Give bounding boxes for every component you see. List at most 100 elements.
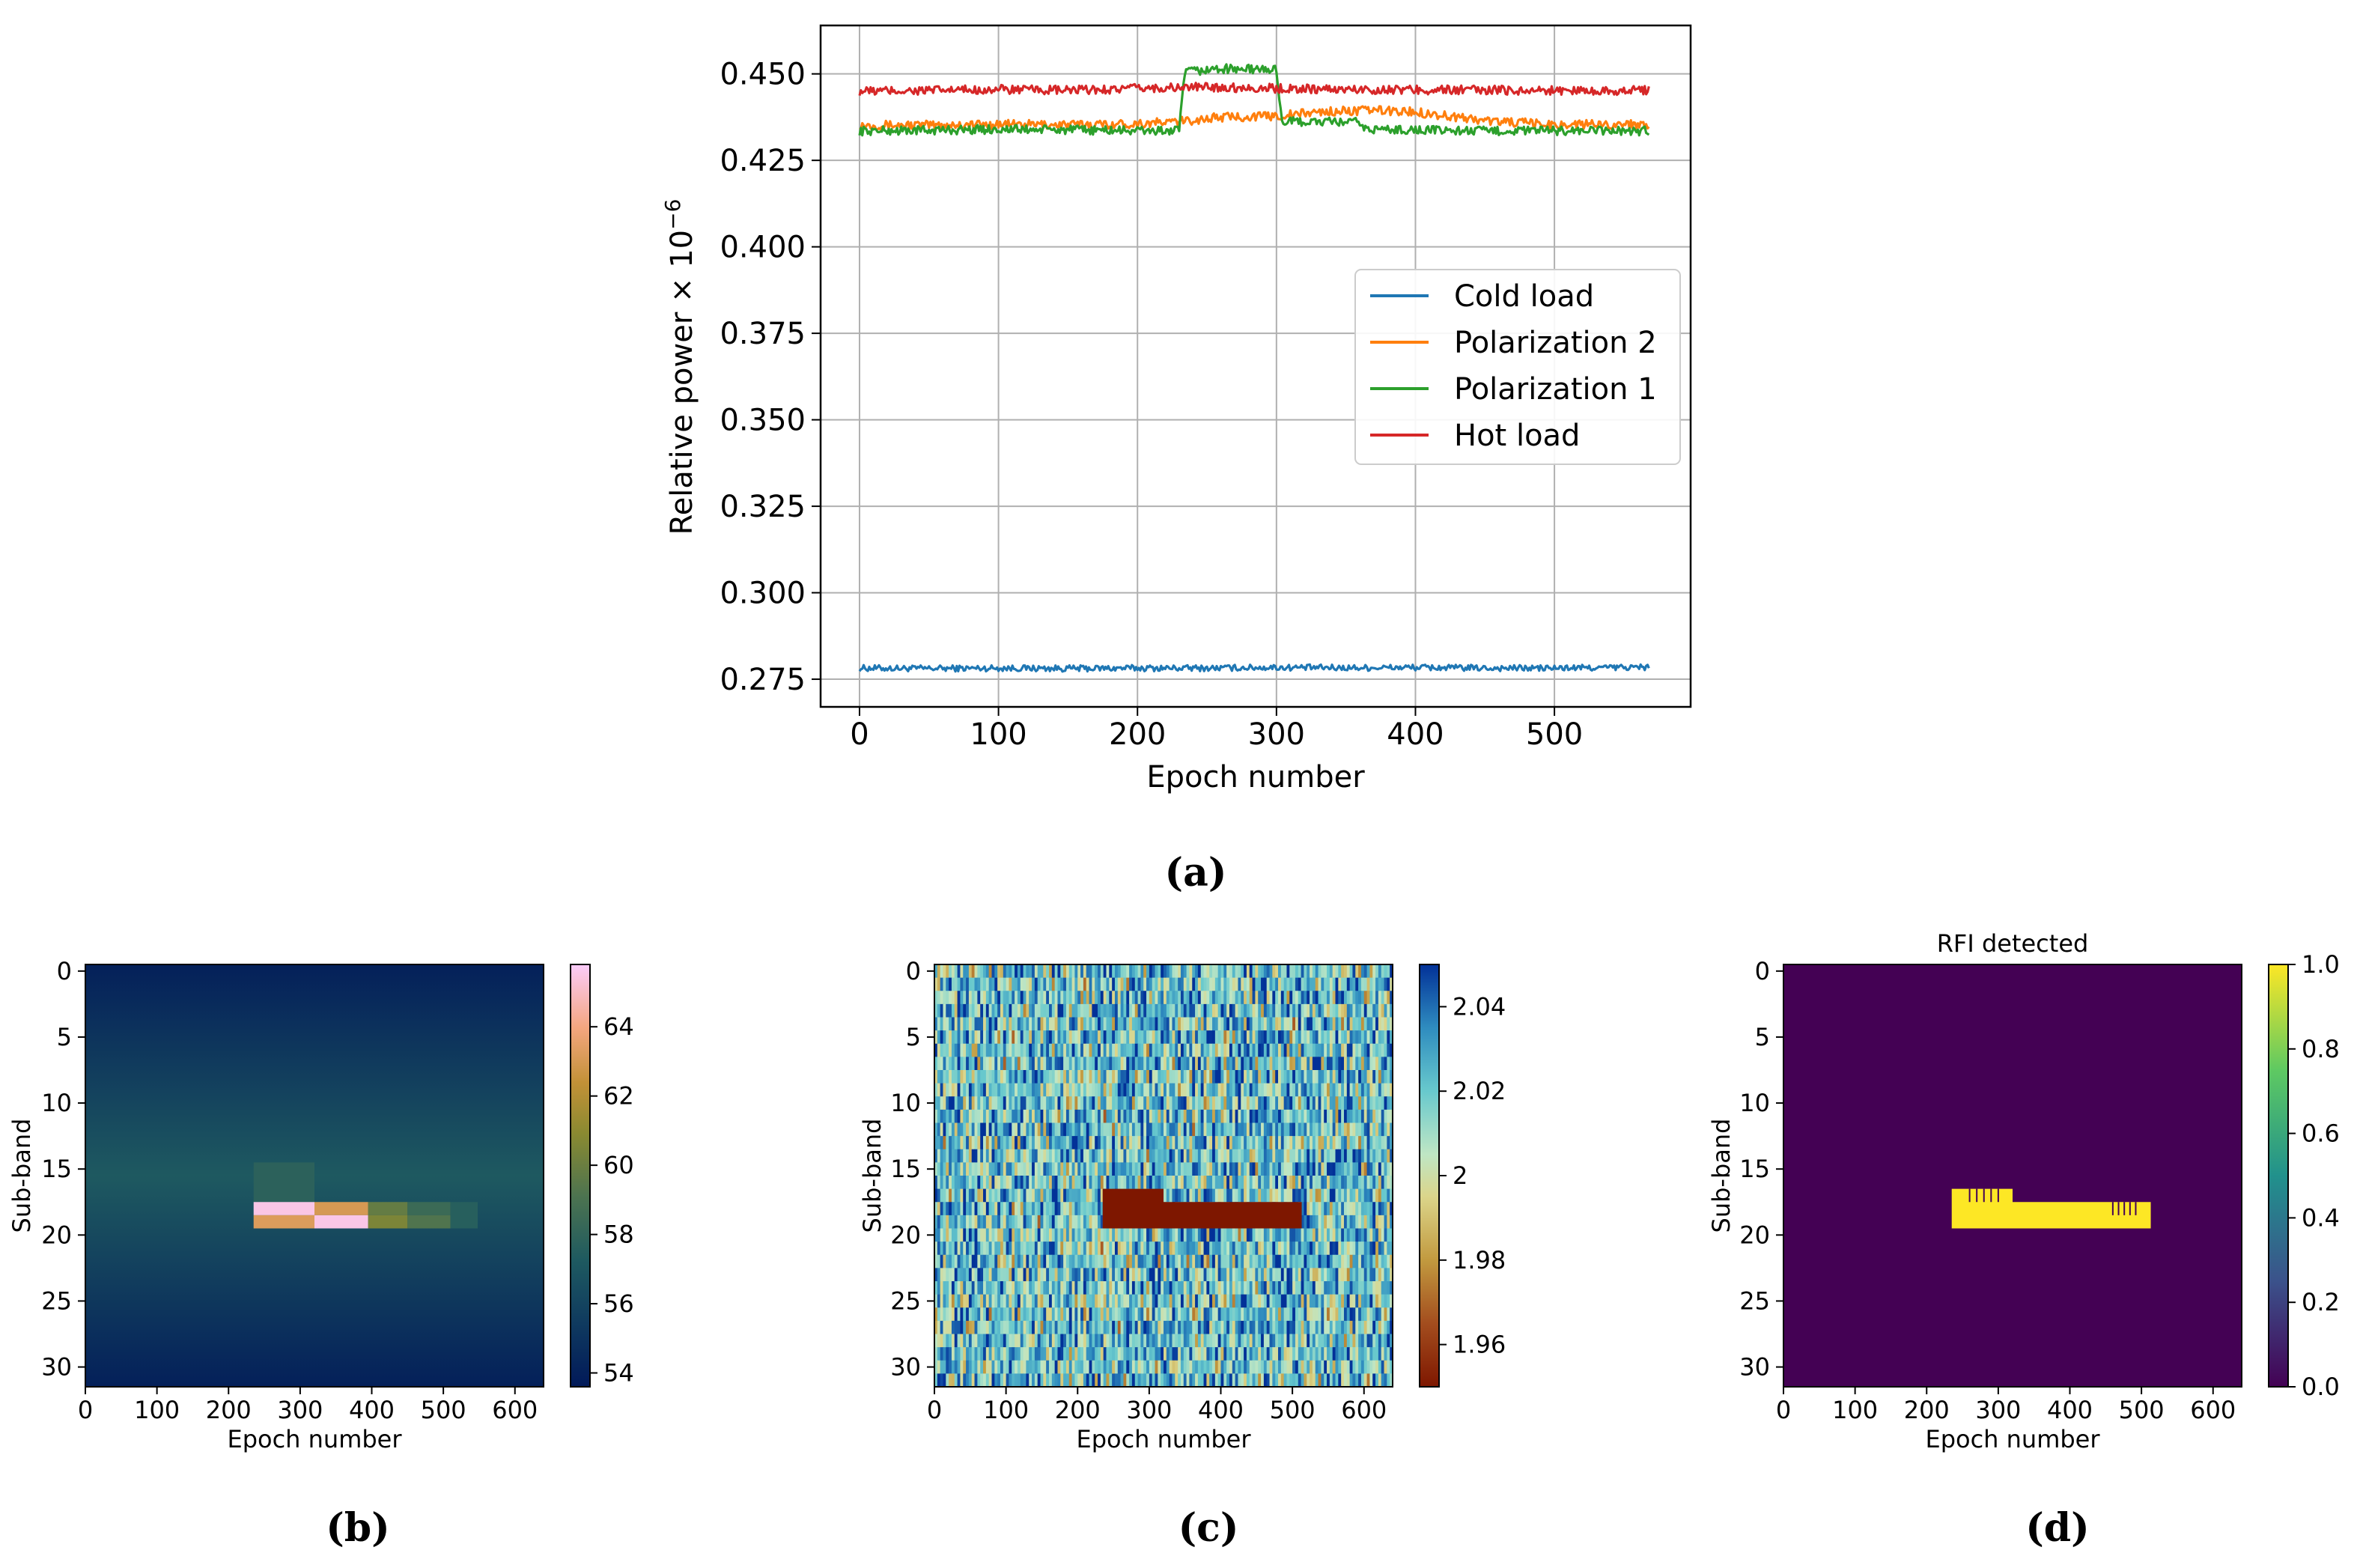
c-noise-cell: [1006, 1070, 1010, 1084]
c-noise-cell: [1238, 991, 1241, 1005]
c-noise-cell: [1318, 1057, 1322, 1071]
c-noise-cell: [977, 1254, 981, 1268]
c-noise-cell: [983, 977, 987, 991]
c-noise-cell: [1114, 991, 1119, 1005]
c-noise-cell: [1280, 1003, 1285, 1018]
c-noise-cell: [1040, 1215, 1044, 1230]
c-noise-cell: [1114, 1109, 1119, 1124]
c-noise-cell: [974, 1360, 978, 1374]
c-noise-cell: [1129, 1334, 1133, 1348]
c-noise-cell: [1166, 1109, 1170, 1124]
c-noise-cell: [1363, 1334, 1368, 1348]
c-noise-cell: [1197, 1162, 1202, 1176]
c-noise-cell: [1095, 1281, 1098, 1295]
b-plot-frame: [85, 964, 544, 1388]
c-noise-cell: [1183, 1228, 1187, 1242]
c-noise-cell: [1238, 1307, 1241, 1322]
c-noise-cell: [1261, 977, 1265, 991]
c-noise-cell: [1155, 1162, 1158, 1176]
c-noise-cell: [1378, 1202, 1382, 1216]
c-noise-cell: [1341, 1122, 1345, 1137]
c-noise-cell: [1106, 1242, 1110, 1256]
c-noise-cell: [1272, 1281, 1276, 1295]
c-noise-cell: [1352, 1242, 1356, 1256]
c-noise-cell: [1381, 1162, 1385, 1176]
c-noise-cell: [1310, 977, 1313, 991]
c-noise-cell: [966, 1307, 970, 1322]
c-noise-cell: [1310, 1136, 1313, 1150]
c-noise-cell: [946, 1294, 949, 1308]
c-noise-cell: [1263, 1096, 1268, 1110]
c-noise-cell: [1272, 1070, 1276, 1084]
c-noise-cell: [1103, 1043, 1107, 1057]
c-noise-cell: [1000, 1294, 1004, 1308]
c-noise-cell: [1129, 1017, 1133, 1031]
c-noise-cell: [1275, 1294, 1279, 1308]
c-noise-cell: [1289, 1334, 1293, 1348]
c-noise-cell: [954, 1030, 958, 1045]
c-noise-cell: [1203, 1096, 1207, 1110]
c-noise-cell: [1312, 1320, 1316, 1335]
c-noise-cell: [1103, 1003, 1107, 1018]
c-noise-cell: [971, 1083, 976, 1097]
c-noise-cell: [1275, 1057, 1279, 1071]
c-noise-cell: [1183, 1109, 1187, 1124]
c-noise-cell: [1346, 991, 1351, 1005]
c-noise-cell: [1261, 1083, 1265, 1097]
c-noise-cell: [988, 1228, 993, 1242]
c-noise-cell: [1355, 1228, 1359, 1242]
c-noise-cell: [1065, 1162, 1070, 1176]
c-noise-cell: [1043, 1228, 1047, 1242]
c-noise-cell: [1186, 1294, 1190, 1308]
c-noise-cell: [943, 977, 946, 991]
c-noise-cell: [1375, 1162, 1379, 1176]
c-noise-cell: [1112, 1070, 1116, 1084]
c-noise-cell: [1261, 1043, 1265, 1057]
c-noise-cell: [1175, 1268, 1178, 1282]
c-noise-cell: [1229, 1188, 1233, 1203]
c-noise-cell: [1180, 1281, 1184, 1295]
c-noise-cell: [1120, 1281, 1125, 1295]
c-noise-cell: [949, 1307, 952, 1322]
c-noise-cell: [1020, 1083, 1024, 1097]
c-noise-cell: [1089, 1268, 1092, 1282]
c-noise-cell: [1387, 1254, 1390, 1268]
c-noise-cell: [1158, 1254, 1161, 1268]
c-noise-cell: [1126, 1162, 1130, 1176]
c-noise-cell: [1209, 1149, 1213, 1163]
c-noise-cell: [1040, 1176, 1044, 1190]
c-noise-cell: [1134, 1294, 1139, 1308]
c-noise-cell: [1244, 1096, 1247, 1110]
c-noise-cell: [977, 1043, 981, 1057]
c-noise-cell: [1046, 1215, 1050, 1230]
c-noise-cell: [1390, 1254, 1393, 1268]
c-noise-cell: [1381, 1003, 1385, 1018]
c-noise-cell: [1114, 964, 1119, 979]
c-noise-cell: [1318, 1242, 1322, 1256]
c-noise-cell: [983, 1083, 987, 1097]
c-noise-cell: [991, 1307, 995, 1322]
c-noise-cell: [1329, 1096, 1333, 1110]
c-noise-cell: [1369, 1202, 1373, 1216]
c-noise-cell: [1195, 1228, 1199, 1242]
c-noise-cell: [1272, 1136, 1276, 1150]
c-noise-cell: [1051, 1136, 1056, 1150]
c-noise-cell: [1186, 1254, 1190, 1268]
c-noise-cell: [1023, 1030, 1027, 1045]
c-noise-cell: [1220, 1294, 1224, 1308]
c-noise-cell: [1295, 1334, 1299, 1348]
c-noise-cell: [1355, 1320, 1359, 1335]
c-noise-cell: [1117, 1096, 1122, 1110]
c-noise-cell: [1200, 1228, 1205, 1242]
c-noise-cell: [1146, 1242, 1150, 1256]
c-noise-cell: [1298, 1307, 1302, 1322]
c-noise-cell: [1029, 1254, 1032, 1268]
c-noise-cell: [1134, 1254, 1139, 1268]
c-noise-cell: [1003, 991, 1007, 1005]
c-noise-cell: [1131, 1109, 1136, 1124]
c-noise-cell: [1098, 1202, 1101, 1216]
c-noise-cell: [1286, 1268, 1290, 1282]
c-noise-cell: [1384, 1268, 1387, 1282]
c-noise-cell: [1310, 1307, 1313, 1322]
c-noise-cell: [1200, 1122, 1205, 1137]
